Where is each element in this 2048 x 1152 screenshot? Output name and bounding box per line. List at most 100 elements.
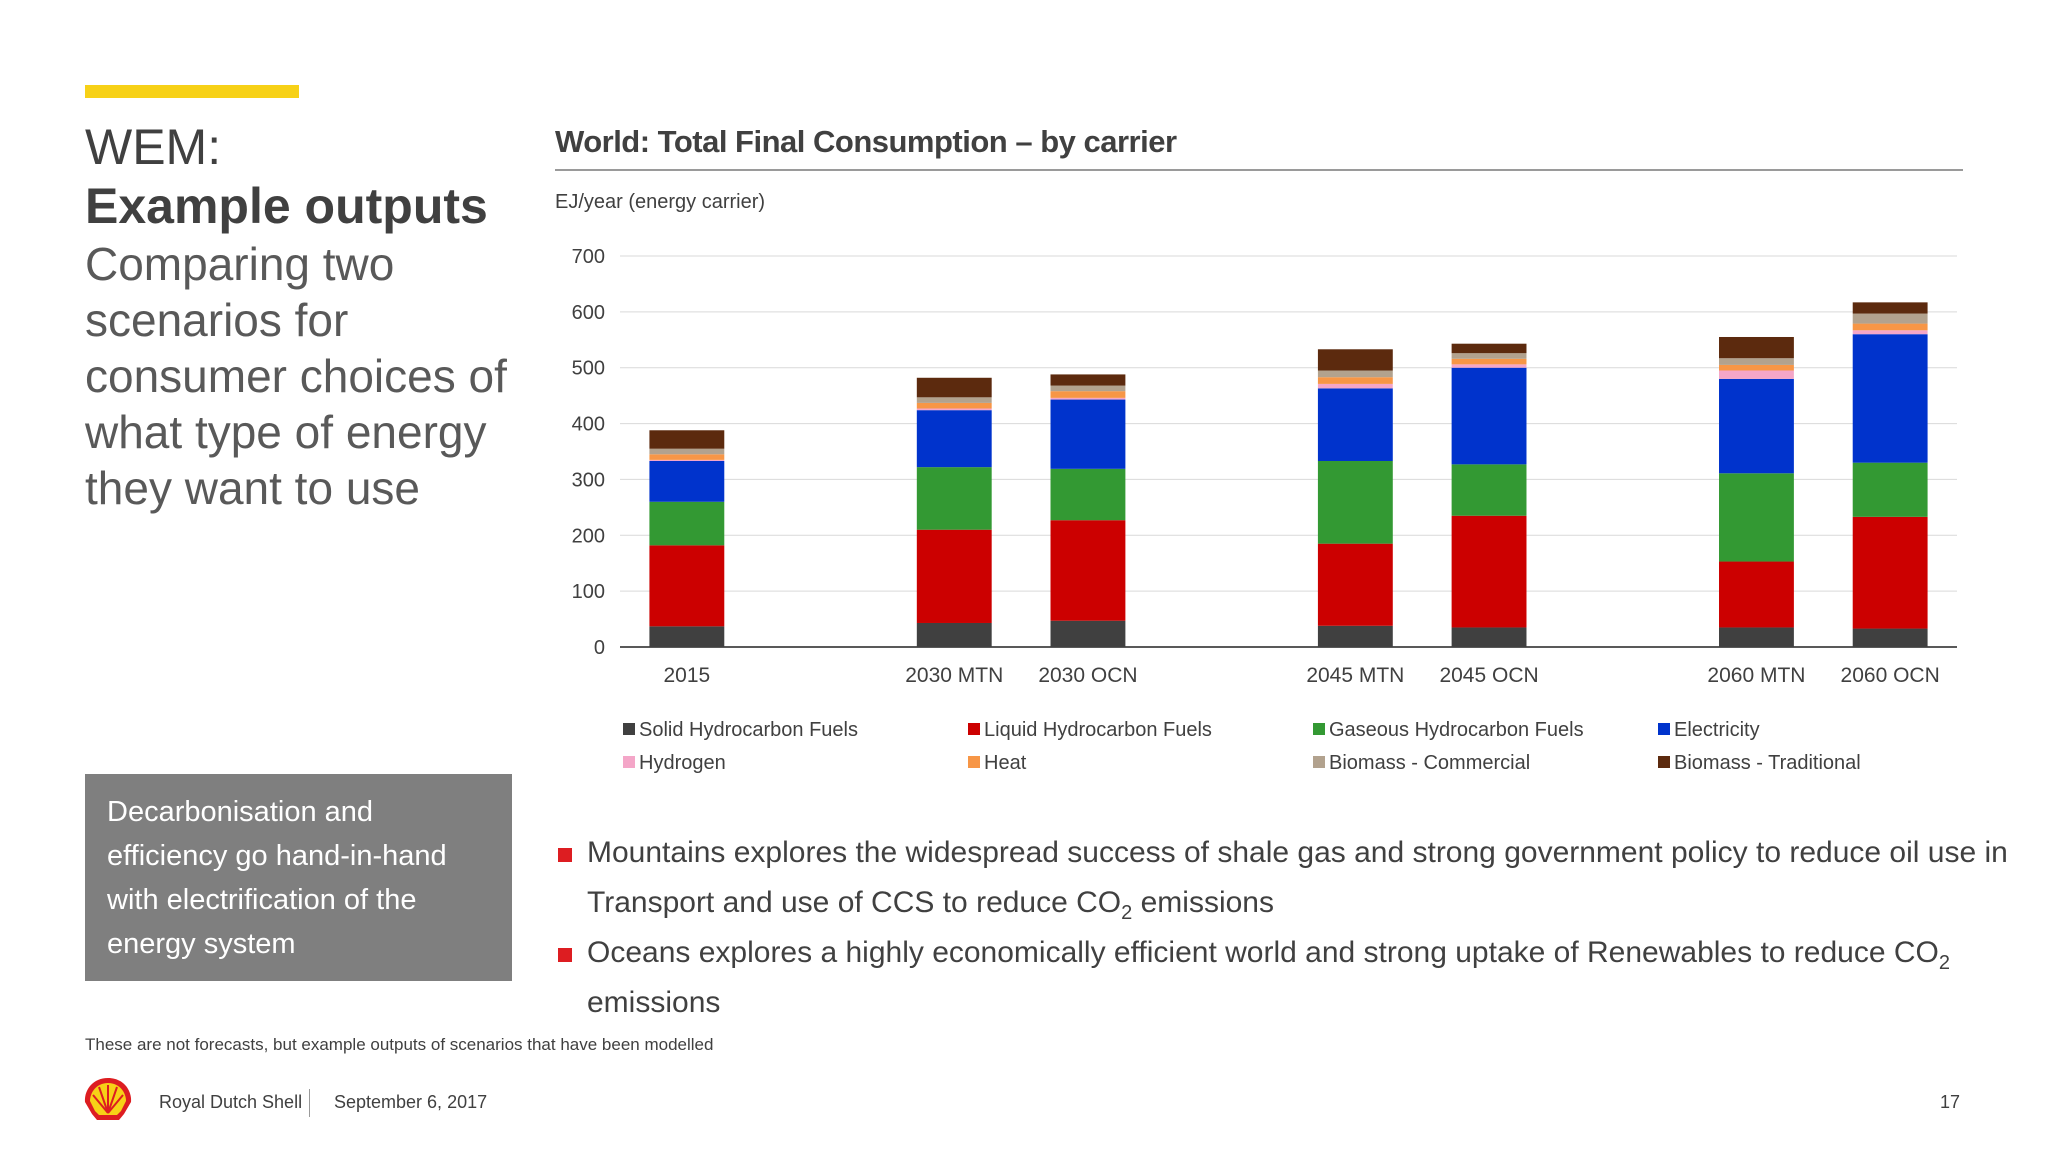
footer-company: Royal Dutch Shell [159, 1092, 303, 1112]
slide-title-prefix: WEM: [85, 119, 222, 175]
footer-separator [309, 1089, 310, 1117]
legend-swatch [1313, 756, 1325, 768]
x-tick-label: 2060 MTN [1707, 664, 1805, 687]
bar-segment [1451, 353, 1527, 359]
chart-title: World: Total Final Consumption – by carr… [555, 124, 1177, 159]
bar-segment [1050, 397, 1126, 400]
bullet-marker [558, 948, 572, 962]
bar-segment [1852, 462, 1928, 517]
bar-segment [1852, 628, 1928, 647]
y-tick-label: 500 [572, 358, 605, 380]
bar-segment [1050, 520, 1126, 621]
bar-segment [649, 626, 725, 647]
bar-segment [1451, 343, 1527, 354]
legend-label: Hydrogen [639, 752, 726, 774]
bar-segment [916, 467, 992, 530]
bar-segment [1719, 370, 1794, 379]
bar-segment [1317, 349, 1393, 371]
bar-segment [1719, 473, 1794, 562]
disclaimer: These are not forecasts, but example out… [85, 1035, 714, 1054]
bar-stack [1451, 343, 1527, 647]
legend-label: Electricity [1674, 719, 1760, 741]
chart-title-rule [555, 169, 1963, 171]
bar-segment [1050, 391, 1126, 398]
bar-segment [649, 460, 725, 502]
slide-subtitle: Comparing two scenarios for consumer cho… [85, 238, 507, 514]
bar-segment [1451, 515, 1527, 628]
bar-stack [1050, 374, 1126, 647]
page-number: 17 [1940, 1092, 1961, 1112]
bullet-oceans: Oceans explores a highly economically ef… [555, 928, 2015, 1028]
bar-segment [916, 377, 992, 398]
callout-text: Decarbonisation and efficiency go hand-i… [107, 796, 447, 960]
y-tick-label: 200 [572, 525, 605, 547]
legend-item: Biomass - Commercial [1313, 752, 1530, 774]
y-tick-label: 300 [572, 469, 605, 491]
x-tick-label: 2015 [663, 664, 710, 687]
x-tick-label: 2060 OCN [1841, 664, 1940, 687]
bar-segment [1317, 460, 1393, 544]
legend-swatch [1313, 723, 1325, 735]
bar-segment [1852, 330, 1928, 335]
bar-segment [1317, 388, 1393, 461]
bar-segment [916, 408, 992, 411]
bullet-subscript: 2 [1938, 952, 1950, 974]
legend-label: Solid Hydrocarbon Fuels [639, 719, 858, 741]
legend-swatch [1658, 756, 1670, 768]
bar-segment [649, 545, 725, 627]
x-tick-label: 2030 OCN [1038, 664, 1137, 687]
bullet-mountains: Mountains explores the widespread succes… [555, 828, 2015, 928]
bar-stack [916, 377, 992, 647]
x-tick-label: 2045 OCN [1439, 664, 1538, 687]
legend-label: Gaseous Hydrocarbon Fuels [1329, 719, 1584, 741]
legend-item: Solid Hydrocarbon Fuels [623, 719, 858, 741]
bar-segment [916, 622, 992, 647]
bar-segment [1719, 378, 1794, 474]
bullet-text-end: emissions [1132, 886, 1274, 919]
legend-item: Biomass - Traditional [1658, 752, 1861, 774]
y-tick-label: 0 [594, 637, 605, 659]
slide-title: Example outputs [85, 178, 488, 234]
bullet-marker [558, 848, 572, 862]
y-tick-label: 400 [572, 414, 605, 436]
x-tick-label: 2045 MTN [1306, 664, 1404, 687]
bar-segment [1317, 543, 1393, 626]
bar-segment [1852, 516, 1928, 629]
bar-segment [1451, 367, 1527, 465]
bar-segment [1050, 620, 1126, 647]
slide-title-block: WEM: Example outputs Comparing two scena… [85, 118, 525, 516]
bullet-list: Mountains explores the widespread succes… [555, 828, 2015, 1028]
bar-segment [1050, 374, 1126, 386]
legend-swatch [1658, 723, 1670, 735]
legend-item: Electricity [1658, 719, 1760, 741]
bar-segment [1451, 358, 1527, 365]
legend-swatch [623, 723, 635, 735]
bar-segment [1317, 377, 1393, 384]
legend-label: Liquid Hydrocarbon Fuels [984, 719, 1212, 741]
bar-segment [916, 410, 992, 468]
bullet-text-end: emissions [587, 986, 721, 1019]
bar-segment [1719, 358, 1794, 365]
bar-segment [1050, 468, 1126, 521]
legend-item: Liquid Hydrocarbon Fuels [968, 719, 1212, 741]
bar-segment [649, 501, 725, 546]
bar-segment [916, 397, 992, 403]
bar-segment [1050, 385, 1126, 392]
stacked-bar-chart: EJ/year (energy carrier) 0 100 200 300 400 50… [555, 191, 1957, 774]
bar-stack [1317, 349, 1393, 647]
legend-label: Biomass - Commercial [1329, 752, 1530, 774]
bar-stack [1852, 302, 1928, 647]
bar-segment [649, 448, 725, 455]
bar-segment [1852, 313, 1928, 324]
bar-segment [1719, 561, 1794, 628]
bar-segment [1852, 323, 1928, 331]
accent-bar [85, 85, 299, 98]
legend-swatch [968, 723, 980, 735]
y-axis-label: EJ/year (energy carrier) [555, 191, 765, 213]
bar-segment [1317, 383, 1393, 389]
bar-segment [1317, 625, 1393, 647]
bar-stack [649, 430, 725, 647]
legend-swatch [968, 756, 980, 768]
x-tick-label: 2030 MTN [905, 664, 1003, 687]
bar-segment [649, 454, 725, 460]
